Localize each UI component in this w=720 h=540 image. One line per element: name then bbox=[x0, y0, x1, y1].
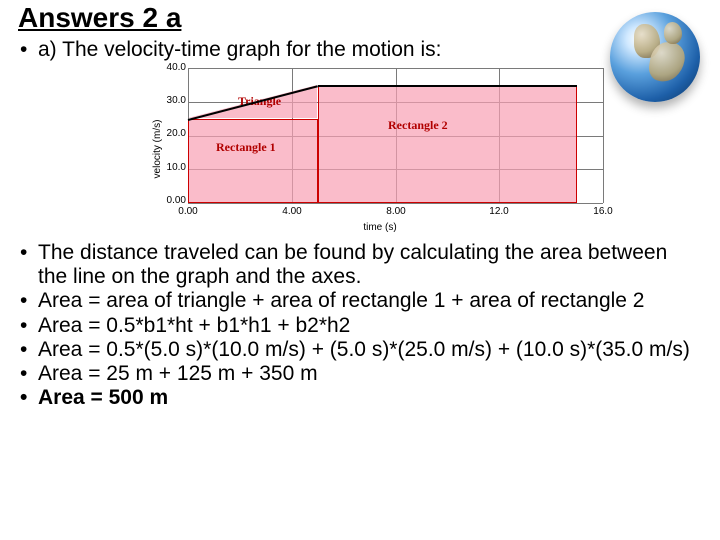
ytick-1: 10.0 bbox=[146, 162, 186, 173]
rectangle-1-label: Rectangle 1 bbox=[216, 140, 276, 155]
bullet-text: Area = 25 m + 125 m + 350 m bbox=[20, 362, 700, 386]
plot-area: Triangle Rectangle 1 Rectangle 2 bbox=[188, 68, 603, 203]
rectangle-2-region bbox=[318, 85, 577, 203]
x-axis-label: time (s) bbox=[363, 222, 396, 233]
bullet-text: Area = 0.5*b1*ht + b1*h1 + b2*h2 bbox=[20, 314, 700, 338]
ytick-0: 0.00 bbox=[146, 195, 186, 206]
bullet-text: The distance traveled can be found by ca… bbox=[20, 241, 700, 289]
ytick-4: 40.0 bbox=[146, 62, 186, 73]
rectangle-1-region bbox=[188, 119, 318, 203]
xtick-1: 4.00 bbox=[277, 206, 307, 217]
xtick-0: 0.00 bbox=[173, 206, 203, 217]
globe-icon bbox=[610, 12, 700, 102]
velocity-time-chart: velocity (m/s) 0.00 10.0 20.0 30.0 40.0 … bbox=[140, 66, 620, 231]
ytick-2: 20.0 bbox=[146, 128, 186, 139]
bullet-result: Area = 500 m bbox=[20, 386, 700, 410]
bullet-text: Area = area of triangle + area of rectan… bbox=[20, 289, 700, 313]
xtick-3: 12.0 bbox=[484, 206, 514, 217]
intro-bullet: a) The velocity-time graph for the motio… bbox=[20, 38, 700, 62]
line-segment-2 bbox=[318, 85, 577, 87]
globe-decoration bbox=[604, 6, 712, 114]
xtick-4: 16.0 bbox=[588, 206, 618, 217]
gridline-h bbox=[188, 203, 603, 204]
land-shape bbox=[664, 22, 682, 44]
xtick-2: 8.00 bbox=[381, 206, 411, 217]
ytick-3: 30.0 bbox=[146, 95, 186, 106]
bullet-text: Area = 0.5*(5.0 s)*(10.0 m/s) + (5.0 s)*… bbox=[20, 338, 700, 362]
rectangle-2-label: Rectangle 2 bbox=[388, 118, 448, 133]
